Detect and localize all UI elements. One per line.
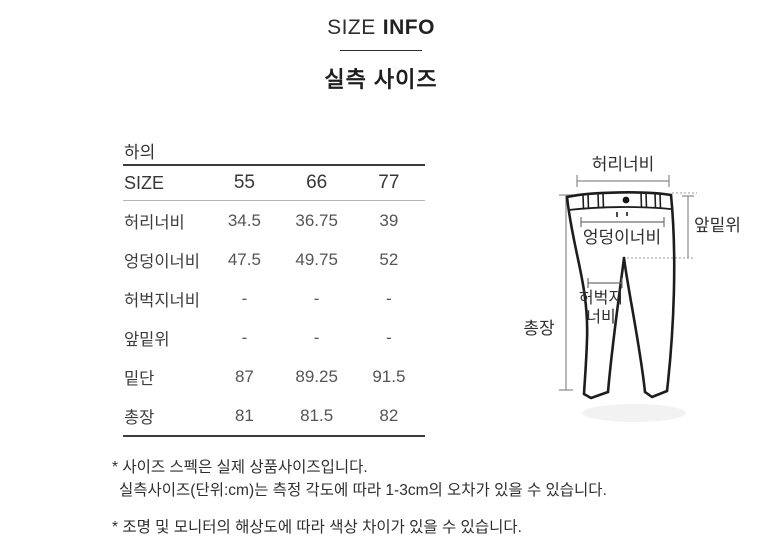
thigh-width-label-line1: 허벅지 <box>579 289 623 307</box>
cell-value: - <box>241 327 248 347</box>
pants-shadow <box>582 404 686 422</box>
table-row: 총장 81 81.5 82 <box>123 396 425 436</box>
cell-value: 82 <box>379 405 399 425</box>
cell-value: 39 <box>379 210 399 230</box>
cell-value: 52 <box>379 249 399 269</box>
total-length-label: 총장 <box>523 319 555 338</box>
title-size-word: SIZE <box>327 16 376 39</box>
col-header-size: SIZE <box>124 172 165 193</box>
note-color-difference: * 조명 및 모니터의 해상도에 따라 색상 차이가 있을 수 있습니다. <box>112 519 522 536</box>
front-rise-measure-line <box>682 195 694 258</box>
hip-width-label: 엉덩이너비 <box>583 228 661 247</box>
note-size-spec-line1: * 사이즈 스펙은 실제 상품사이즈입니다. <box>112 459 368 476</box>
cell-value: 49.75 <box>295 249 338 269</box>
page-title: SIZE INFO <box>0 16 762 40</box>
row-label: 앞밑위 <box>124 330 170 349</box>
fly-marks <box>616 212 628 217</box>
section-label-bottoms: 하의 <box>124 143 156 162</box>
thigh-width-label-line2: 너비 <box>586 308 615 326</box>
cell-value: 87 <box>234 366 254 386</box>
table-row: 허벅지너비 - - - <box>123 279 425 318</box>
front-rise-label: 앞밑위 <box>694 216 741 235</box>
waist-button-dot <box>622 196 630 204</box>
waist-width-label: 허리너비 <box>592 155 655 174</box>
page-subtitle: 실측 사이즈 <box>324 67 438 92</box>
row-label: 총장 <box>124 408 155 427</box>
row-label: 허벅지너비 <box>124 291 200 310</box>
cell-value: - <box>241 288 248 308</box>
col-header-66: 66 <box>306 172 328 193</box>
hip-measure-line <box>580 217 665 227</box>
page-header: SIZE INFO 실측 사이즈 <box>0 16 762 94</box>
table-row: 허리너비 34.5 36.75 39 <box>123 201 425 241</box>
cell-value: 36.75 <box>295 210 338 230</box>
title-divider <box>340 50 422 51</box>
title-info-word: INFO <box>382 16 435 39</box>
table-row: 엉덩이너비 47.5 49.75 52 <box>123 240 425 279</box>
size-spec-table: SIZE 55 66 77 허리너비 34.5 36.75 39 엉덩이너비 4… <box>123 164 425 437</box>
row-label: 허리너비 <box>124 213 185 232</box>
cell-value: 91.5 <box>372 366 406 386</box>
cell-value: 47.5 <box>227 249 261 269</box>
thigh-measure-line <box>587 278 623 288</box>
note-size-spec-line2: 실측사이즈(단위:cm)는 측정 각도에 따라 1-3cm의 오차가 있을 수 … <box>119 482 607 499</box>
front-rise-dotted-guides <box>627 192 697 259</box>
table-row: 앞밑위 - - - <box>123 318 425 357</box>
row-label: 밑단 <box>124 369 155 388</box>
cell-value: - <box>386 288 392 308</box>
cell-value: - <box>386 327 392 347</box>
belt-loops <box>582 192 662 210</box>
footnotes: * 사이즈 스펙은 실제 상품사이즈입니다. 실측사이즈(단위:cm)는 측정 … <box>112 456 607 539</box>
col-header-77: 77 <box>378 172 400 193</box>
waist-measure-line <box>576 175 670 187</box>
cell-value: 34.5 <box>227 210 261 230</box>
cell-value: 81 <box>234 405 254 425</box>
pants-measure-diagram: 허리너비 총장 앞밑위 <box>523 155 741 422</box>
cell-value: - <box>313 327 320 347</box>
col-header-55: 55 <box>233 172 255 193</box>
cell-value: 89.25 <box>295 366 338 386</box>
row-label: 엉덩이너비 <box>124 252 200 271</box>
table-row: 밑단 87 89.25 91.5 <box>123 357 425 396</box>
cell-value: - <box>313 288 320 308</box>
cell-value: 81.5 <box>300 405 334 425</box>
table-header-row: SIZE 55 66 77 <box>123 165 425 201</box>
